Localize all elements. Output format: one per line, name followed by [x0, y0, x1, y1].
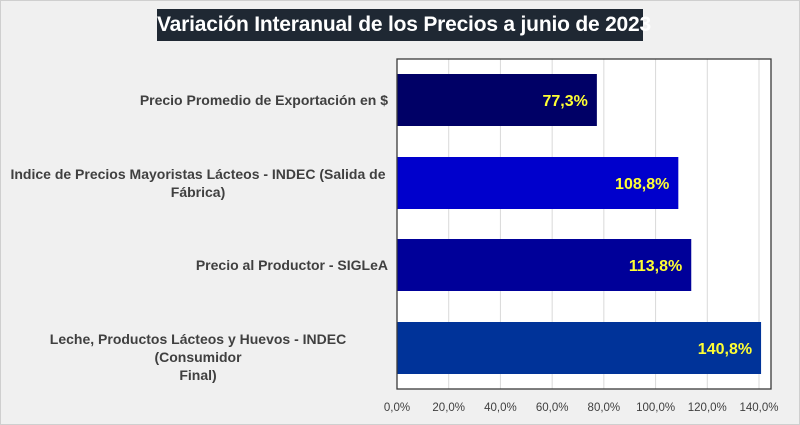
data-labels: 77,3% 108,8% 113,8% 140,8%: [543, 93, 753, 358]
x-axis-ticks: 0,0% 20,0% 40,0% 60,0% 80,0% 100,0% 120,0% 140,…: [384, 402, 779, 414]
category-label-line: Leche, Productos Lácteos y Huevos - INDE…: [49, 331, 347, 365]
chart-title: Variación Interanual de los Precios a ju…: [157, 9, 651, 41]
category-label-line: Fábrica): [170, 184, 226, 200]
category-label-line: Precio al Productor - SIGLeA: [195, 257, 388, 273]
x-tick-label: 20,0%: [432, 402, 465, 414]
x-tick-label: 60,0%: [536, 402, 569, 414]
data-label: 140,8%: [698, 341, 752, 358]
x-tick-label: 80,0%: [588, 402, 621, 414]
x-tick-label: 100,0%: [636, 402, 675, 414]
category-label: Leche, Productos Lácteos y Huevos - INDE…: [8, 330, 388, 384]
data-label: 108,8%: [615, 176, 669, 193]
x-tick-label: 120,0%: [688, 402, 727, 414]
category-label: Precio Promedio de Exportación en $: [8, 91, 388, 109]
data-label: 77,3%: [543, 93, 588, 110]
data-label: 113,8%: [629, 258, 682, 275]
bars: [397, 74, 762, 374]
category-label-line: Precio Promedio de Exportación en $: [139, 92, 388, 108]
bar: [397, 239, 692, 291]
x-tick-label: 140,0%: [739, 402, 778, 414]
x-tick-label: 40,0%: [484, 402, 517, 414]
x-tick-label: 0,0%: [384, 402, 410, 414]
bar: [397, 157, 679, 209]
category-label-line: Final): [179, 367, 217, 383]
bar: [397, 74, 597, 126]
bar: [397, 322, 762, 374]
category-label: Precio al Productor - SIGLeA: [8, 256, 388, 274]
category-label: Indice de Precios Mayoristas Lácteos - I…: [8, 165, 388, 201]
plot-border: [396, 58, 772, 390]
category-label-line: Indice de Precios Mayoristas Lácteos - I…: [10, 166, 386, 182]
